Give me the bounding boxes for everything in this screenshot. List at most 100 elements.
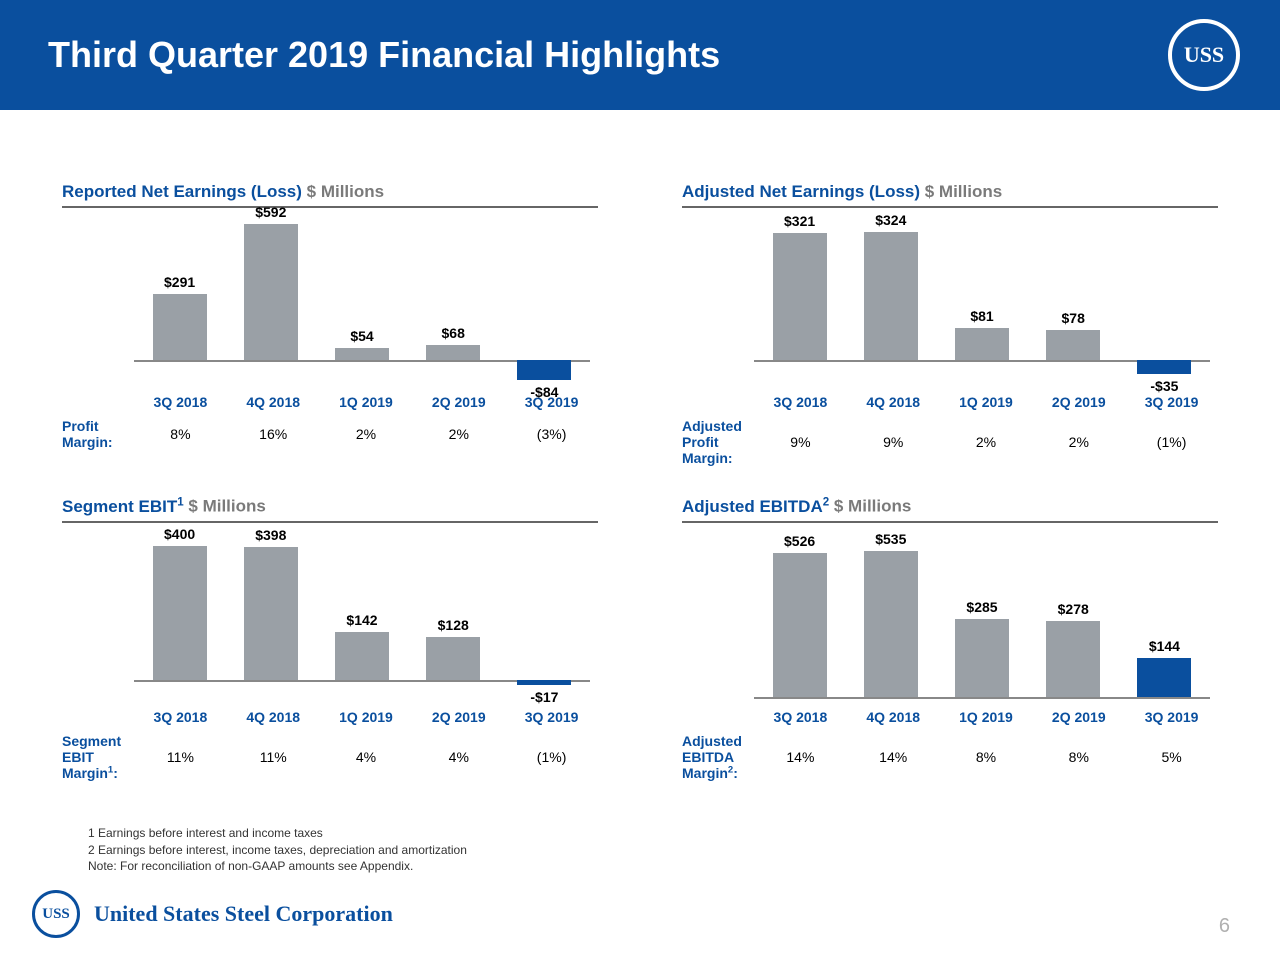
margin-label: AdjustedEBITDAMargin2: <box>682 733 754 781</box>
category-label: 4Q 2018 <box>227 709 320 725</box>
data-rows: 3Q 20184Q 20181Q 20192Q 20193Q 2019Segme… <box>62 709 598 781</box>
bar-value-label: $291 <box>164 274 195 290</box>
margin-label: ProfitMargin: <box>62 418 134 450</box>
margin-value: 14% <box>847 749 940 765</box>
category-label: 4Q 2018 <box>847 709 940 725</box>
bar-value-label: -$17 <box>530 689 558 705</box>
plot-area: $400$398 $142 $128 -$17 <box>62 533 598 703</box>
bar-cell: $535 <box>845 533 936 703</box>
category-label: 2Q 2019 <box>412 709 505 725</box>
chart-adjusted_net: Adjusted Net Earnings (Loss) $ Millions $… <box>676 182 1224 466</box>
category-label: 4Q 2018 <box>847 394 940 410</box>
category-label: 3Q 2018 <box>134 709 227 725</box>
slide-title: Third Quarter 2019 Financial Highlights <box>48 34 720 76</box>
margin-value: (1%) <box>1125 434 1218 450</box>
uss-logo-small-icon: USS <box>32 890 80 938</box>
bar-value-label: $278 <box>1058 601 1089 617</box>
bar <box>335 632 389 679</box>
category-label: 3Q 2019 <box>505 709 598 725</box>
bar-value-label: $526 <box>784 533 815 549</box>
chart-adjusted_ebitda: Adjusted EBITDA2 $ Millions$526$535$285$… <box>676 496 1224 781</box>
bar <box>1046 330 1100 361</box>
bar-value-label: $400 <box>164 526 195 542</box>
category-label: 3Q 2018 <box>754 394 847 410</box>
category-label: 1Q 2019 <box>320 709 413 725</box>
chart-title: Adjusted Net Earnings (Loss) $ Millions <box>682 182 1218 208</box>
bar-cell: $285 <box>936 533 1027 703</box>
category-label: 1Q 2019 <box>940 709 1033 725</box>
bar-cell: $128 <box>408 533 499 703</box>
margin-value: 2% <box>1032 434 1125 450</box>
chart-title: Reported Net Earnings (Loss) $ Millions <box>62 182 598 208</box>
category-row: 3Q 20184Q 20181Q 20192Q 20193Q 2019 <box>682 394 1218 410</box>
bar <box>517 680 571 686</box>
category-row: 3Q 20184Q 20181Q 20192Q 20193Q 2019 <box>682 709 1218 725</box>
category-label: 3Q 2018 <box>754 709 847 725</box>
chart-title: Segment EBIT1 $ Millions <box>62 496 598 523</box>
category-label: 3Q 2019 <box>1125 709 1218 725</box>
margin-value: 11% <box>134 749 227 765</box>
data-rows: 3Q 20184Q 20181Q 20192Q 20193Q 2019 Adjus… <box>682 709 1218 781</box>
margin-row: AdjustedProfitMargin:9%9%2%2%(1%) <box>682 418 1218 466</box>
uss-logo-icon: USS <box>1168 19 1240 91</box>
category-label: 2Q 2019 <box>1032 709 1125 725</box>
margin-row: AdjustedEBITDAMargin2:14%14%8%8%5% <box>682 733 1218 781</box>
chart-title: Adjusted EBITDA2 $ Millions <box>682 496 1218 523</box>
bar-cell: $81 <box>936 218 1027 388</box>
margin-value: 4% <box>320 749 413 765</box>
bar-value-label: $142 <box>346 612 377 628</box>
bar <box>1137 658 1191 697</box>
data-rows: 3Q 20184Q 20181Q 20192Q 20193Q 2019 Profi… <box>62 394 598 450</box>
margin-value: 9% <box>847 434 940 450</box>
bar-value-label: $81 <box>970 308 993 324</box>
bar-value-label: $68 <box>442 325 465 341</box>
bar-value-label: $285 <box>966 599 997 615</box>
margin-value: 9% <box>754 434 847 450</box>
bar-cell: $324 <box>845 218 936 388</box>
margin-value: 2% <box>320 426 413 442</box>
margin-value: 8% <box>1032 749 1125 765</box>
category-row: 3Q 20184Q 20181Q 20192Q 20193Q 2019 <box>62 709 598 725</box>
bar-cell: $398 <box>225 533 316 703</box>
page-number: 6 <box>1219 915 1230 938</box>
bar-value-label: $535 <box>875 531 906 547</box>
bar-cell: $78 <box>1028 218 1119 388</box>
content-grid: Reported Net Earnings (Loss) $ Millions $… <box>0 110 1280 781</box>
bar-value-label: $398 <box>255 527 286 543</box>
bar-cell: $526 <box>754 533 845 703</box>
chart-reported: Reported Net Earnings (Loss) $ Millions $… <box>56 182 604 466</box>
bar-cell: -$35 <box>1119 218 1210 388</box>
margin-row: SegmentEBITMargin1:11%11%4%4%(1%) <box>62 733 598 781</box>
footnote-2: 2 Earnings before interest, income taxes… <box>88 842 467 858</box>
footnote-note: Note: For reconciliation of non-GAAP amo… <box>88 858 467 874</box>
margin-label: AdjustedProfitMargin: <box>682 418 754 466</box>
bar-cell: $278 <box>1028 533 1119 703</box>
bar-cell: $54 <box>316 218 407 388</box>
bar-value-label: $54 <box>350 328 373 344</box>
footnotes: 1 Earnings before interest and income ta… <box>88 825 467 874</box>
slide-header: Third Quarter 2019 Financial Highlights … <box>0 0 1280 110</box>
margin-value: 4% <box>412 749 505 765</box>
plot-area: $526 $535 $285 $278 $144 <box>682 533 1218 703</box>
category-label: 4Q 2018 <box>227 394 320 410</box>
bars-container: $400$398 $142 $128 -$17 <box>134 533 590 703</box>
bar <box>773 553 827 697</box>
bar <box>517 360 571 379</box>
bar <box>244 547 298 680</box>
bar-value-label: $324 <box>875 212 906 228</box>
bars-container: $291$592$54$68-$84 <box>134 218 590 388</box>
bar-cell: $142 <box>316 533 407 703</box>
bar-cell: $144 <box>1119 533 1210 703</box>
data-rows: 3Q 20184Q 20181Q 20192Q 20193Q 2019 Adjus… <box>682 394 1218 466</box>
bar-value-label: -$84 <box>530 384 558 400</box>
bar-cell: $400 <box>134 533 225 703</box>
bar <box>773 233 827 360</box>
bar-value-label: $128 <box>438 617 469 633</box>
bar <box>335 348 389 360</box>
category-row: 3Q 20184Q 20181Q 20192Q 20193Q 2019 <box>62 394 598 410</box>
bar <box>244 224 298 360</box>
bar-value-label: $321 <box>784 213 815 229</box>
company-name: United States Steel Corporation <box>94 901 393 927</box>
margin-value: 8% <box>940 749 1033 765</box>
bar-value-label: -$35 <box>1150 378 1178 394</box>
